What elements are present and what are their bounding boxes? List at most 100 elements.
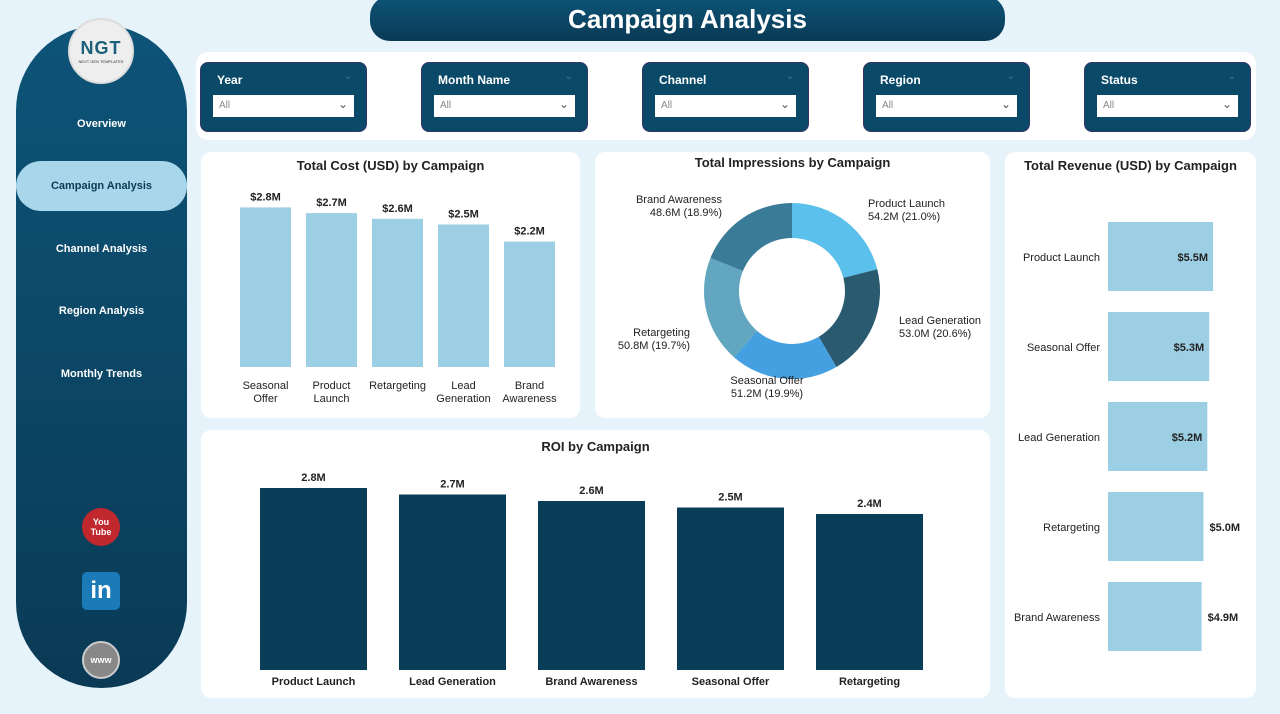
- linkedin-icon[interactable]: in: [82, 572, 120, 610]
- slice-retargeting: [704, 257, 758, 358]
- bar-product-launch: [1108, 222, 1214, 291]
- data-label: $2.7M: [316, 197, 347, 209]
- data-label: 2.6M: [579, 485, 603, 497]
- slice-seasonal-offer: [734, 330, 837, 379]
- nav-channel-analysis[interactable]: Channel Analysis: [55, 243, 148, 255]
- category-label: Retargeting: [839, 676, 900, 688]
- filter-year: Year ⌄ All ⌄: [200, 62, 367, 132]
- revenue-chart-card: Total Revenue (USD) by Campaign $5.5M Pro…: [1005, 152, 1256, 698]
- chevron-down-icon[interactable]: ⌄: [1227, 71, 1236, 82]
- roi-chart-card: ROI by Campaign 2.8M Product Launch 2.7M Le…: [201, 430, 990, 698]
- category-label: Brand Awareness: [545, 676, 637, 688]
- slice-brand-awareness: [710, 203, 792, 272]
- slice-label: Retargeting: [633, 327, 690, 339]
- slice-label: Product Launch: [868, 198, 945, 210]
- slice-value: 50.8M (19.7%): [618, 340, 690, 352]
- slice-lead-generation: [818, 269, 880, 367]
- data-label: $2.8M: [250, 191, 281, 203]
- bar-lead-generation: [438, 224, 489, 367]
- nav-region-analysis[interactable]: Region Analysis: [58, 305, 145, 317]
- bar-brand-awareness: [1108, 582, 1202, 651]
- chevron-down-icon: ⌄: [558, 97, 569, 111]
- revenue-chart: $5.5M Product Launch $5.3M Seasonal Offer $5…: [1014, 222, 1241, 651]
- bar-brand-awareness: [504, 241, 555, 367]
- nav-monthly-trends[interactable]: Monthly Trends: [60, 368, 143, 380]
- logo-text: NGT: [80, 38, 122, 58]
- bar-product-launch: [306, 213, 357, 367]
- bar-lead-generation: [399, 494, 506, 670]
- roi-chart: 2.8M Product Launch 2.7M Lead Generation 2.6…: [260, 472, 923, 688]
- filter-dropdown[interactable]: All ⌄: [1097, 95, 1238, 117]
- category-label: Retargeting: [1043, 522, 1100, 534]
- filter-label: Status: [1101, 73, 1138, 87]
- chevron-down-icon: ⌄: [1221, 97, 1232, 111]
- page-title: Campaign Analysis: [370, 0, 1005, 41]
- bar-seasonal-offer: [240, 207, 291, 367]
- chevron-down-icon[interactable]: ⌄: [564, 71, 573, 82]
- chevron-down-icon[interactable]: ⌄: [343, 71, 352, 82]
- chevron-down-icon: ⌄: [779, 97, 790, 111]
- bar-brand-awareness: [538, 501, 645, 670]
- filter-label: Year: [217, 73, 243, 87]
- data-label: $5.3M: [1174, 342, 1205, 354]
- filter-value: All: [219, 100, 231, 111]
- bar-product-launch: [260, 488, 367, 670]
- data-label: 2.5M: [718, 492, 742, 504]
- filter-value: All: [661, 100, 673, 111]
- category-label: Seasonal Offer: [1027, 342, 1101, 354]
- slice-value: 48.6M (18.9%): [650, 207, 722, 219]
- category-label: Product Launch: [1023, 252, 1100, 264]
- slice-product-launch: [792, 203, 878, 278]
- chevron-down-icon: ⌄: [1000, 97, 1011, 111]
- category-label: Lead Generation: [409, 676, 496, 688]
- filter-region: Region ⌄ All ⌄: [863, 62, 1030, 132]
- bar-retargeting: [1108, 492, 1204, 561]
- filter-label: Channel: [659, 73, 707, 87]
- category-label: Offer: [253, 393, 278, 405]
- filter-dropdown[interactable]: All ⌄: [876, 95, 1017, 117]
- logo-subtitle: NEXT GEN TEMPLATES: [78, 59, 124, 64]
- slice-label: Lead Generation: [899, 315, 981, 327]
- category-label: Product: [313, 380, 351, 392]
- chevron-down-icon[interactable]: ⌄: [1006, 71, 1015, 82]
- nav-campaign-analysis[interactable]: Campaign Analysis: [16, 161, 187, 211]
- filter-dropdown[interactable]: All ⌄: [434, 95, 575, 117]
- chevron-down-icon[interactable]: ⌄: [785, 71, 794, 82]
- filter-value: All: [1103, 100, 1115, 111]
- chevron-down-icon: ⌄: [337, 97, 348, 111]
- filter-value: All: [882, 100, 894, 111]
- filter-status: Status ⌄ All ⌄: [1084, 62, 1251, 132]
- category-label: Brand: [515, 380, 544, 392]
- bar-seasonal-offer: [677, 507, 784, 670]
- globe-icon[interactable]: www: [82, 641, 120, 679]
- slice-label: Seasonal Offer: [730, 375, 804, 387]
- data-label: $4.9M: [1208, 612, 1239, 624]
- category-label: Lead Generation: [1018, 432, 1100, 444]
- slice-label: Brand Awareness: [636, 194, 723, 206]
- bar-retargeting: [816, 514, 923, 670]
- filter-channel: Channel ⌄ All ⌄: [642, 62, 809, 132]
- youtube-icon[interactable]: You Tube: [82, 508, 120, 546]
- category-label: Seasonal Offer: [692, 676, 770, 688]
- filter-value: All: [440, 100, 452, 111]
- slice-value: 53.0M (20.6%): [899, 328, 971, 340]
- category-label: Launch: [313, 393, 349, 405]
- category-label: Brand Awareness: [1014, 612, 1101, 624]
- category-label: Product Launch: [272, 676, 356, 688]
- bar-lead-generation: [1108, 402, 1208, 471]
- impressions-chart-card: Total Impressions by Campaign Product La…: [595, 152, 990, 418]
- filter-dropdown[interactable]: All ⌄: [213, 95, 354, 117]
- filter-label: Region: [880, 73, 921, 87]
- slice-value: 51.2M (19.9%): [731, 388, 803, 400]
- category-label: Lead: [451, 380, 475, 392]
- filter-month-name: Month Name ⌄ All ⌄: [421, 62, 588, 132]
- filter-dropdown[interactable]: All ⌄: [655, 95, 796, 117]
- data-label: $5.0M: [1210, 522, 1241, 534]
- nav-overview[interactable]: Overview: [77, 118, 126, 130]
- data-label: $2.5M: [448, 209, 479, 221]
- category-label: Retargeting: [369, 380, 426, 392]
- data-label: $2.6M: [382, 203, 413, 215]
- category-label: Awareness: [502, 393, 557, 405]
